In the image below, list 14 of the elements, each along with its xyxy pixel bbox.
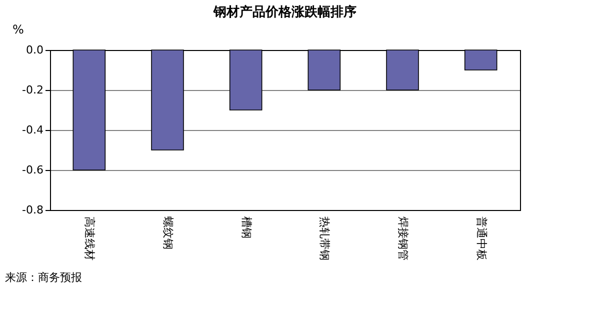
y-tick-label: -0.6 [22,164,44,176]
y-tick-label: -0.4 [22,124,44,136]
x-tick-label: 高速线材 [83,216,96,260]
y-tick-label: -0.2 [22,84,44,96]
y-tick-label: 0.0 [26,44,44,56]
x-tick-label: 槽钢 [240,216,253,238]
x-tick-label: 普通中板 [474,216,488,260]
x-tick-label: 螺纹钢 [162,216,174,250]
x-tick-label: 焊接钢管 [396,216,410,260]
y-axis-title: % [12,22,24,36]
y-tick-label: -0.8 [22,204,44,216]
source-note: 来源：商务预报 [5,271,82,284]
x-tick-label: 热轧带钢 [318,216,332,260]
chart-title: 钢材产品价格涨跌幅排序 [212,4,356,20]
